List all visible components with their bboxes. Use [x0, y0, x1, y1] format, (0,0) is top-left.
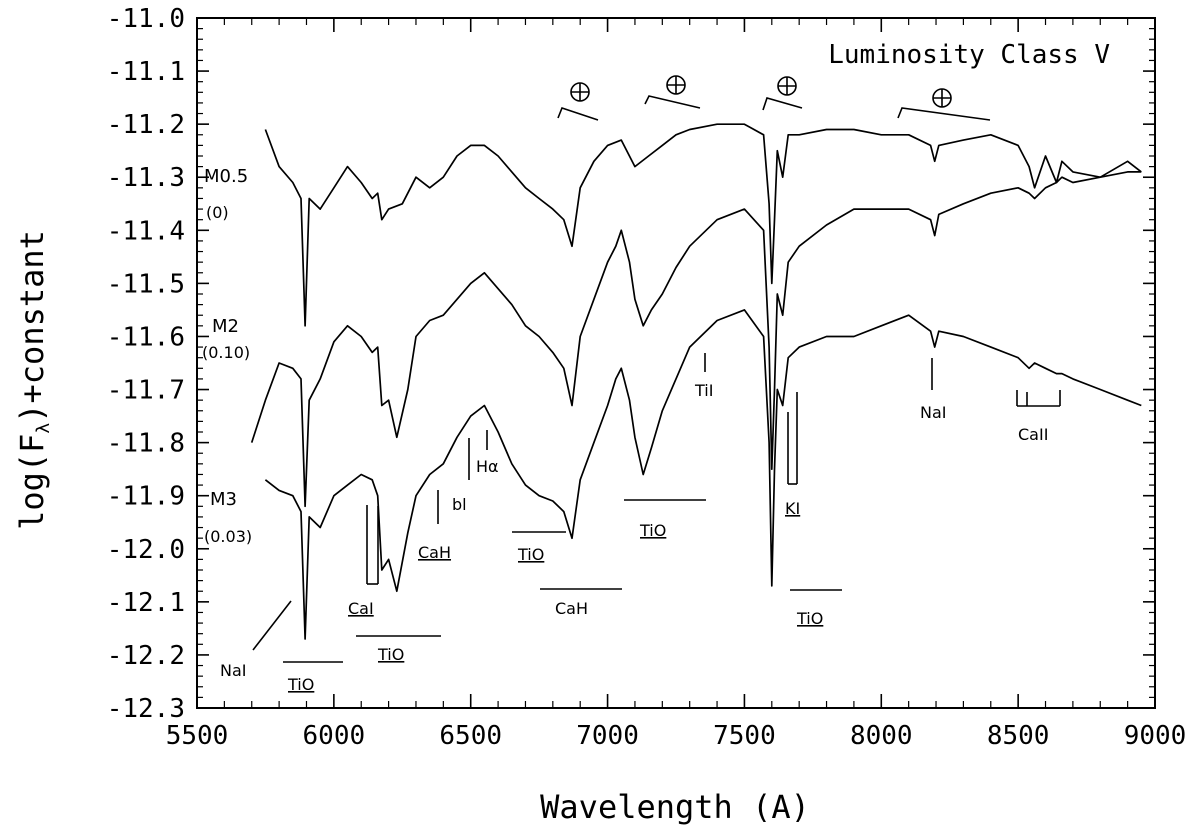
- telluric-marker-1: [557, 82, 599, 121]
- annot-tio-5: TiO: [796, 609, 823, 628]
- y-axis-label-main: log(F: [13, 434, 51, 530]
- spectrum-m05-line: [264, 123, 1142, 327]
- annot-caii: CaII: [1018, 425, 1048, 444]
- x-tick-label: 8500: [987, 721, 1050, 751]
- y-tick-label: -12.1: [107, 588, 185, 618]
- x-tick-label: 5500: [166, 721, 229, 751]
- annotation-marks: [252, 353, 1061, 663]
- y-axis-label-tail: )+constant: [13, 230, 51, 423]
- telluric-marker-3: [762, 76, 803, 111]
- x-tick-label: 6000: [303, 721, 366, 751]
- series-sub-m3: (0.03): [204, 527, 252, 546]
- annot-tio-1: TiO: [287, 675, 314, 694]
- y-tick-label: -12.2: [107, 641, 185, 671]
- y-tick-label: -11.9: [107, 482, 185, 512]
- y-tick-label: -11.0: [107, 4, 185, 34]
- y-tick-label: -11.1: [107, 57, 185, 87]
- series-sub-m2: (0.10): [202, 343, 250, 362]
- y-tick-label: -11.6: [107, 322, 185, 352]
- annot-cah-1: CaH: [418, 543, 451, 562]
- telluric-markers: [557, 75, 991, 121]
- annot-bl: bl: [452, 495, 467, 514]
- annot-nai-left: NaI: [220, 661, 247, 680]
- annot-tio-2: TiO: [377, 645, 404, 664]
- annot-cah-2: CaH: [555, 599, 588, 618]
- y-tick-label: -11.4: [107, 216, 185, 246]
- x-tick-label: 7000: [576, 721, 639, 751]
- series-label-m3: M3: [210, 489, 237, 510]
- series-label-m2: M2: [212, 316, 239, 337]
- axes-frame: [196, 17, 1156, 709]
- y-tick-label: -11.2: [107, 110, 185, 140]
- series-sub-m05: (0): [206, 203, 229, 222]
- y-axis-label: log(Fλ)+constant: [13, 230, 54, 530]
- x-axis-label: Wavelength (A): [540, 788, 810, 826]
- y-tick-label: -12.3: [107, 694, 185, 724]
- y-tick-label: -11.8: [107, 429, 185, 459]
- spectra-series: [250, 123, 1142, 640]
- annot-ki: KI: [785, 499, 800, 518]
- telluric-marker-4: [897, 88, 991, 121]
- spectrum-m2-line: [250, 171, 1142, 508]
- x-tick-label: 9000: [1124, 721, 1187, 751]
- annot-halpha: Hα: [476, 457, 499, 476]
- y-axis-label-sub: λ: [33, 423, 54, 434]
- y-ticks: -11.0 -11.1 -11.2 -11.3 -11.4 -11.5 -11.6 -11.7…: [107, 4, 1155, 724]
- nai-pointer: [252, 600, 292, 651]
- spectrum-m3-line: [264, 309, 1142, 640]
- annot-tio-3: TiO: [517, 545, 544, 564]
- plot-frame: [196, 17, 1156, 709]
- y-tick-label: -11.7: [107, 376, 185, 406]
- x-tick-label: 8000: [850, 721, 913, 751]
- annot-nai-right: NaI: [920, 403, 947, 422]
- annot-tio-4: TiO: [639, 521, 666, 540]
- x-ticks: 5500 6000 6500 7000 7500 8000 8500 9000: [166, 18, 1187, 751]
- series-label-m05: M0.5: [204, 166, 248, 187]
- annot-tii: TiI: [694, 381, 713, 400]
- x-tick-label: 6500: [439, 721, 502, 751]
- y-tick-label: -12.0: [107, 535, 185, 565]
- chart-title: Luminosity Class V: [828, 40, 1110, 70]
- y-tick-label: -11.3: [107, 163, 185, 193]
- telluric-marker-2: [644, 75, 701, 109]
- y-tick-label: -11.5: [107, 269, 185, 299]
- x-tick-label: 7500: [713, 721, 776, 751]
- annot-cai: CaI: [348, 599, 374, 618]
